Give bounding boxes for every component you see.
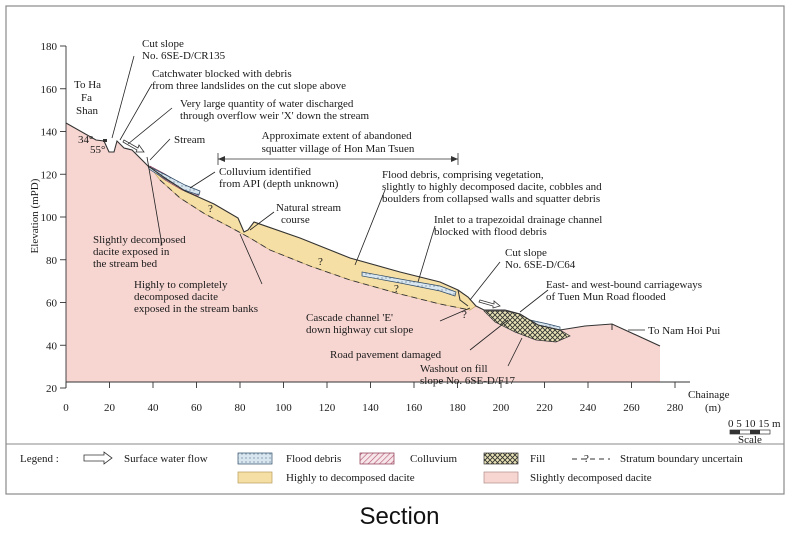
inlet-label: Inlet to a trapezoidal drainage channel … [434,214,605,238]
x-tick-label: 260 [623,402,640,414]
water-discharge-label: Very large quantity of water discharged … [180,98,370,122]
catchwater-label: Catchwater blocked with debris from thre… [152,68,346,92]
x-tick-label: 140 [362,402,379,414]
x-axis-label: Chainage [688,389,730,401]
to-ha-fa-shan-label: To Ha Fa Shan [74,79,104,117]
x-tick-label: 160 [406,402,423,414]
y-axis-label: Elevation (mPD) [29,178,41,253]
y-tick-label: 160 [41,84,58,96]
x-tick-label: 100 [275,402,292,414]
legend-arrow-swatch [83,451,113,465]
scale-bar: 0 5 10 15 m Scale [728,418,781,446]
x-tick-label: 40 [148,402,160,414]
x-tick-label: 120 [319,402,336,414]
flood-debris-lower [361,271,457,297]
x-tick-label: 220 [536,402,553,414]
cascade-channel-label: Cascade channel 'E' down highway cut slo… [306,312,413,336]
legend-slightly-decomposed: Slightly decomposed dacite [530,472,652,484]
to-nam-hoi-pui-label: To Nam Hoi Pui [648,325,720,337]
highly-completely-label: Highly to completely decomposed dacite e… [134,279,258,315]
figure-caption: Section [359,503,440,530]
x-tick-label: 180 [449,402,466,414]
x-tick-label: 0 [63,402,69,414]
road-pavement-label: Road pavement damaged [330,349,442,361]
catchwater-structure [103,139,107,142]
x-tick-label: 80 [235,402,247,414]
colluvium-api-label: Colluvium identified from API (depth unk… [219,166,339,190]
village-extent-arrow [217,153,459,165]
inlet-structure [457,289,469,307]
x-tick-label: 280 [667,402,684,414]
scale-numbers: 0 5 10 15 m [728,418,781,430]
stratum-boundary-uncertain [159,179,471,311]
cut-slope-cr135-label: Cut slope No. 6SE-D/CR135 [142,38,226,62]
uncertain-mark-3: ? [394,283,399,295]
legend-fill: Fill [530,453,545,465]
ground-surface-line [65,122,661,347]
abandoned-village-label: Approximate extent of abandoned squatter… [262,130,415,155]
uncertain-mark-1: ? [208,203,213,215]
y-tick-label: 20 [46,383,58,395]
stream-label: Stream [174,134,206,146]
scale-label: Scale [738,434,762,446]
y-tick-label: 60 [46,298,58,310]
flood-debris-description: Flood debris, comprising vegetation, sli… [382,169,604,205]
x-tick-label: 240 [580,402,597,414]
y-tick-label: 100 [41,212,58,224]
natural-stream-label: Natural stream course [276,202,344,226]
x-axis-unit: (m) [705,402,721,414]
angle-55: 55° [90,144,105,156]
legend-title: Legend : [20,453,59,465]
legend-colluvium: Colluvium [410,453,458,465]
uncertain-mark-2: ? [318,256,323,268]
legend-surface-water-flow: Surface water flow [124,453,208,465]
legend-colluvium-swatch [359,452,395,465]
y-axis-ticks: 20 40 60 80 100 120 140 160 180 [41,41,66,395]
cut-slope-c64-label: Cut slope No. 6SE-D/C64 [505,247,576,271]
legend-highly-decomposed: Highly to decomposed dacite [286,472,415,484]
x-tick-label: 200 [493,402,510,414]
carriageways-label: East- and west-bound carriageways of Tue… [546,279,705,303]
x-axis-ticks: 0 20 40 60 80 100 120 140 160 180 200 220 240 260 280 [63,382,684,414]
y-tick-label: 140 [41,127,58,139]
legend-highly-decomposed-swatch [237,471,273,484]
legend: Legend : Surface water flow Flood debris… [20,451,743,484]
legend-fill-swatch [483,452,519,465]
angle-34: 34° [78,134,93,146]
slightly-decomposed-bed-label: Slightly decomposed dacite exposed in th… [93,234,188,270]
legend-stratum-boundary: Stratum boundary uncertain [620,453,743,465]
legend-slightly-decomposed-swatch [483,471,519,484]
x-tick-label: 60 [191,402,203,414]
legend-flood-debris-swatch [237,452,273,465]
legend-flood-debris: Flood debris [286,453,341,465]
legend-dashed-mark: ? [584,453,589,465]
uncertain-mark-4: ? [462,309,467,321]
flood-debris-upper [147,165,201,196]
y-tick-label: 40 [46,340,58,352]
y-tick-label: 80 [46,255,58,267]
y-tick-label: 180 [41,41,58,53]
surface-water-arrows [122,139,501,309]
y-tick-label: 120 [41,169,58,181]
annotation-leaders [111,55,645,367]
x-tick-label: 20 [104,402,116,414]
washout-label: Washout on fill slope No. 6SE-D/F17 [420,363,516,387]
